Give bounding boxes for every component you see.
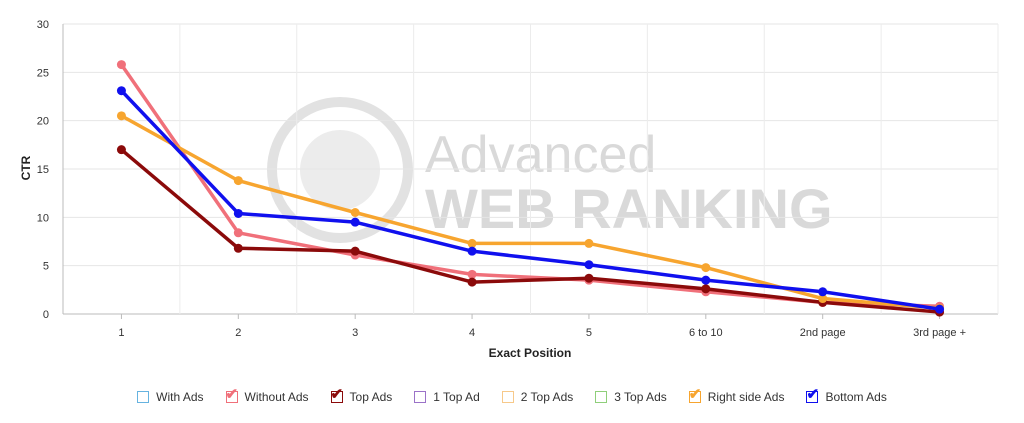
data-point[interactable] (233, 243, 243, 253)
x-tick-label: 4 (469, 327, 475, 339)
y-tick-label: 5 (43, 261, 49, 273)
legend-item-1-top-ad[interactable]: 1 Top Ad (414, 390, 480, 404)
checkbox-checked-icon[interactable]: ✔ (330, 387, 343, 403)
legend-item-top-ads[interactable]: ✔ Top Ads (330, 387, 393, 404)
legend-label: Without Ads (244, 390, 309, 404)
data-point[interactable] (584, 238, 594, 248)
x-tick-label: 5 (586, 327, 592, 339)
x-tick-labels: 1 2 3 4 5 6 to 10 2nd page 3rd page + (118, 327, 966, 339)
check-icon: ✔ (806, 386, 820, 403)
x-tick-label: 2 (235, 327, 241, 339)
data-point[interactable] (233, 208, 243, 218)
data-point[interactable] (116, 60, 126, 70)
y-tick-label: 20 (37, 116, 49, 128)
series-layer (116, 60, 945, 317)
y-tick-label: 15 (37, 164, 49, 176)
checkbox-icon[interactable] (501, 391, 514, 403)
legend-label: Top Ads (349, 390, 393, 404)
data-point[interactable] (935, 304, 945, 314)
data-point[interactable] (116, 145, 126, 155)
legend-item-bottom-ads[interactable]: ✔ Bottom Ads (806, 387, 887, 404)
x-tick-label: 2nd page (800, 327, 846, 339)
check-icon: ✔ (688, 386, 702, 403)
data-point[interactable] (233, 228, 243, 238)
watermark-globe-icon (267, 97, 413, 243)
y-tick-label: 30 (37, 19, 49, 31)
legend-label: 3 Top Ads (614, 390, 667, 404)
data-point[interactable] (818, 294, 828, 304)
series-line (119, 147, 942, 314)
data-point[interactable] (467, 277, 477, 287)
checkbox-icon[interactable] (137, 391, 150, 403)
legend-label: 2 Top Ads (520, 390, 574, 404)
legend-item-with-ads[interactable]: With Ads (137, 390, 204, 404)
data-point[interactable] (701, 284, 711, 294)
data-point[interactable] (350, 217, 360, 227)
x-tick-label: 3 (352, 327, 358, 339)
data-point[interactable] (350, 246, 360, 256)
legend-item-right-side-ads[interactable]: ✔ Right side Ads (688, 387, 785, 404)
checkbox-checked-icon[interactable]: ✔ (688, 387, 701, 403)
check-icon: ✔ (225, 386, 239, 403)
data-point[interactable] (233, 176, 243, 186)
check-icon: ✔ (330, 386, 344, 403)
series-line (119, 114, 942, 310)
checkbox-icon[interactable] (414, 391, 427, 403)
data-point[interactable] (467, 269, 477, 279)
x-axis-title: Exact Position (489, 346, 572, 360)
y-tick-label: 10 (37, 212, 49, 224)
data-point[interactable] (467, 246, 477, 256)
x-tick-label: 6 to 10 (689, 327, 723, 339)
grid (62, 23, 999, 319)
y-tick-label: 0 (43, 309, 49, 321)
legend-label: Bottom Ads (825, 390, 887, 404)
checkbox-checked-icon[interactable]: ✔ (225, 387, 238, 403)
y-tick-labels: 0 5 10 15 20 25 30 (37, 19, 49, 321)
legend-label: Right side Ads (707, 390, 785, 404)
legend-item-without-ads[interactable]: ✔ Without Ads (225, 387, 309, 404)
series-line (119, 88, 942, 311)
x-tick-label: 3rd page + (913, 327, 966, 339)
data-point[interactable] (350, 208, 360, 217)
y-tick-label: 25 (37, 67, 49, 79)
legend-label: 1 Top Ad (433, 390, 480, 404)
data-point[interactable] (584, 273, 594, 283)
x-tick-label: 1 (118, 327, 124, 339)
y-axis-title: CTR (19, 155, 33, 180)
data-point[interactable] (467, 238, 477, 248)
watermark-line1: Advanced (425, 126, 656, 184)
legend-label: With Ads (156, 390, 204, 404)
legend-item-3-top-ads[interactable]: 3 Top Ads (595, 390, 667, 404)
data-point[interactable] (818, 287, 828, 297)
data-point[interactable] (584, 260, 594, 270)
watermark-line2: WEB RANKING (425, 177, 833, 240)
legend-item-2-top-ads[interactable]: 2 Top Ads (501, 390, 574, 404)
checkbox-icon[interactable] (595, 391, 608, 403)
checkbox-checked-icon[interactable]: ✔ (806, 387, 819, 403)
legend: With Ads ✔ Without Ads ✔ Top Ads 1 Top Ad 2 To… (0, 386, 1024, 408)
data-point[interactable] (701, 275, 711, 285)
data-point[interactable] (116, 86, 126, 96)
series-bottom-ads (116, 86, 945, 314)
data-point[interactable] (701, 263, 711, 273)
data-point[interactable] (116, 111, 126, 121)
